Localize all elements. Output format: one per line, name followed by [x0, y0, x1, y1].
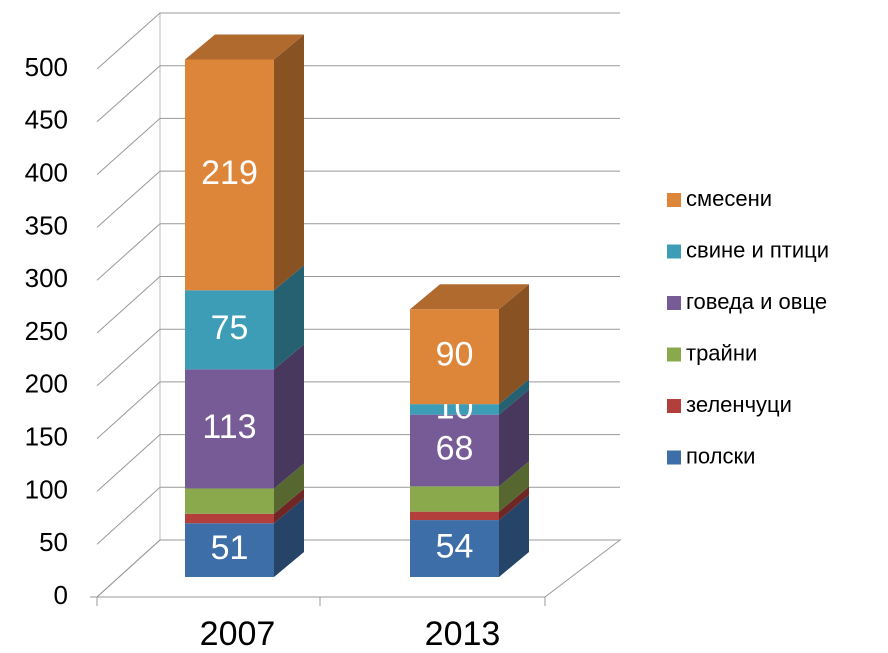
grid-line — [96, 117, 620, 175]
bar-side — [274, 498, 304, 577]
legend-swatch — [667, 193, 681, 207]
grid-line — [96, 381, 620, 439]
y-tick-label: 100 — [25, 474, 68, 504]
y-tick-label: 400 — [25, 157, 68, 187]
bar-side — [274, 463, 304, 514]
bar-segment — [410, 520, 499, 577]
legend-label: зеленчуци — [686, 392, 792, 417]
bar-segment — [410, 404, 499, 415]
legend-swatch — [667, 399, 681, 413]
value-label: 90 — [436, 336, 474, 374]
value-label: 68 — [436, 430, 474, 468]
bar-side — [274, 344, 304, 489]
bar-side — [499, 486, 529, 521]
bar-side — [499, 389, 529, 487]
grid-line — [96, 65, 620, 123]
y-tick-label: 250 — [25, 316, 68, 346]
grid-line — [96, 328, 620, 387]
bar-segment — [185, 369, 274, 489]
bar-segment — [185, 488, 274, 514]
x-tick-label: 2007 — [200, 615, 276, 653]
value-label: 75 — [211, 309, 249, 347]
legend-label: трайни — [686, 340, 757, 365]
bar-segment — [185, 59, 274, 291]
grid-line — [96, 486, 620, 545]
bar-segment — [185, 290, 274, 370]
floor — [96, 539, 622, 598]
bar-top — [410, 284, 529, 310]
value-label: 219 — [201, 154, 258, 192]
bar-side — [499, 461, 529, 512]
value-label: 51 — [211, 529, 249, 567]
y-tick-label: 150 — [25, 421, 68, 451]
value-label: 113 — [202, 408, 256, 446]
legend-label: смесени — [686, 186, 772, 211]
legend-swatch — [667, 244, 681, 259]
x-tick-label: 2013 — [425, 615, 501, 653]
value-label: 54 — [436, 528, 474, 566]
bar-segment — [185, 513, 274, 524]
y-tick-label: 500 — [25, 52, 68, 82]
grid-line — [96, 223, 620, 281]
bar-side — [274, 488, 304, 524]
bar-side — [274, 34, 304, 291]
bar-segment — [410, 486, 499, 512]
bar-segment — [410, 511, 499, 521]
y-tick-label: 0 — [54, 580, 68, 610]
bar-side — [274, 265, 304, 370]
bar-side — [499, 379, 529, 415]
legend-label: свине и птици — [686, 237, 829, 262]
bar-segment — [410, 414, 499, 487]
bar-top — [185, 34, 304, 60]
legend-swatch — [667, 347, 681, 362]
y-tick-label: 350 — [25, 210, 68, 240]
legend-label: говеда и овце — [686, 289, 827, 314]
bar-side — [499, 284, 529, 405]
grid-line — [96, 12, 620, 70]
grid-line — [96, 539, 620, 598]
y-tick-label: 300 — [25, 263, 68, 293]
legend-swatch — [667, 450, 681, 465]
grid-line — [96, 276, 620, 334]
legend-label: полски — [686, 443, 755, 468]
bar-segment — [410, 309, 499, 405]
bar-side — [499, 495, 529, 577]
legend-swatch — [667, 296, 681, 310]
bar-segment — [185, 523, 274, 577]
y-tick-label: 200 — [25, 369, 68, 399]
y-tick-label: 50 — [39, 527, 68, 557]
y-tick-label: 450 — [25, 105, 68, 135]
grid-line — [96, 434, 620, 492]
grid-line — [96, 170, 620, 228]
